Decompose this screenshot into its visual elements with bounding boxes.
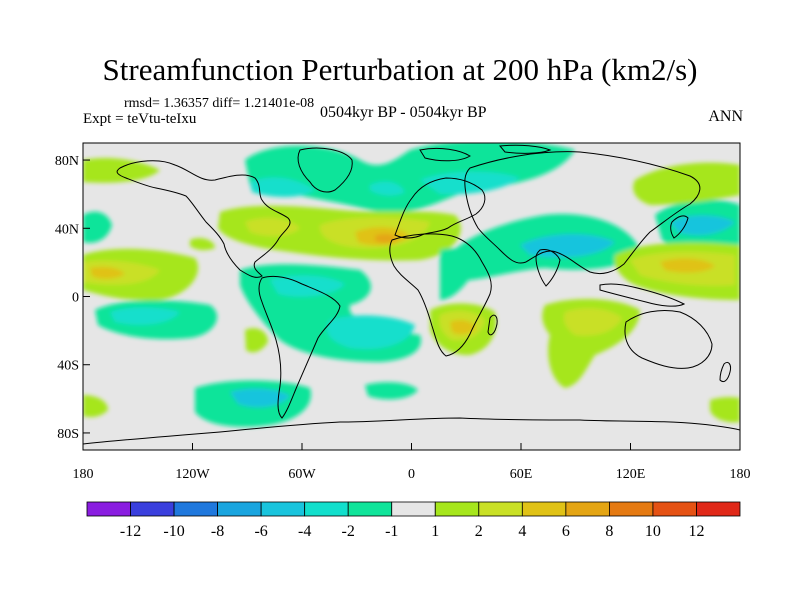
colorbar-swatch [217,501,262,517]
india-outline [535,249,561,287]
colorbar-swatch [521,501,567,517]
antarctica-outline [83,417,740,445]
colorbar-label: 10 [645,523,661,540]
x-tick-label: 120W [175,467,210,482]
north-pacific-cyan-core [670,215,735,236]
colorbar-label: -8 [211,523,224,540]
x-tick-label: 180 [730,467,751,482]
x-tick-label: 120E [616,467,646,482]
colorbar-label: 8 [605,523,613,540]
y-tick-label: 80S [57,427,79,442]
colorbar-swatch [391,501,436,517]
colorbar-label: 1 [431,523,439,540]
south-atlantic-cyan-core [326,315,415,350]
indonesia-outline [599,283,686,307]
north-america-west-positive [83,158,160,183]
south-indian-negative-small [365,382,418,400]
colorbar-swatch [478,501,523,517]
arctic-islands-outline [419,144,552,162]
madagascar-outline [487,314,498,336]
south-pacific-positive-right [710,397,740,423]
indian-ocean-negative-band [440,248,478,300]
west-pacific-orange-core [660,258,715,273]
colorbar-label: -6 [254,523,267,540]
axis-ticks: 180 120W 60W 0 60E 120E 180 80N 40N 0 40S 80S [55,154,751,482]
colorbar-swatch [652,501,697,517]
south-america-outline [258,275,341,419]
asia-cyan-core [520,234,615,258]
north-america-outline [116,160,291,278]
south-atlantic-positive-small [245,328,268,353]
north-america-positive-core [245,217,300,237]
x-tick-label: 60E [510,467,533,482]
africa-outline [389,233,492,357]
stats-label: rmsd= 1.36357 diff= 1.21401e-08 [124,96,315,111]
colorbar-swatch [609,501,654,517]
india-ocean-green-band [190,237,215,251]
asia-outline [464,151,701,275]
y-tick-label: 80N [55,154,79,169]
west-pacific-negative-region [83,211,112,243]
japan-outline [670,215,689,239]
central-pacific-orange-core [90,266,125,279]
colorbar-swatch [173,501,218,517]
south-pacific-cyan-core [110,307,180,325]
colorbar-label: -1 [385,523,398,540]
experiment-label: Expt = teVtu-teIxu [83,111,197,127]
new-zealand-outline [719,361,731,383]
x-tick-label: 60W [288,467,316,482]
colorbar-label: 2 [475,523,483,540]
colorbar-label: -4 [298,523,311,540]
colorbar-swatch [86,501,131,517]
greenland-outline [297,147,353,193]
southern-ocean-cyan-core [230,388,290,408]
colorbar-swatch [565,501,610,517]
atlantic-deep-core [375,233,398,243]
colorbar-label: 12 [688,523,704,540]
colorbar-swatch [434,501,480,517]
chart-title: Streamfunction Perturbation at 200 hPa (… [102,52,698,87]
colorbar-swatch [130,501,175,517]
x-tick-label: 0 [408,467,415,482]
north-atlantic-cyan-core [250,177,315,197]
colorbar-label: -12 [120,523,141,540]
colorbar-swatch [347,501,393,517]
australia-outline [624,309,713,369]
y-tick-label: 40S [57,359,79,374]
map-area [83,143,740,450]
south-pacific-positive-left [83,395,108,418]
colorbar: -12 -10 -8 -6 -4 -2 -1 1 2 4 6 8 10 12 [86,501,741,540]
colorbar-swatch [696,501,741,517]
colorbar-label: -2 [342,523,355,540]
y-tick-label: 40N [55,222,79,237]
colorbar-label: -10 [163,523,184,540]
colorbar-label: 4 [518,523,526,540]
arctic-atlantic-negative-region [245,143,575,213]
colorbar-swatch [260,501,306,517]
contour-fields [83,143,740,427]
coastlines [83,144,740,445]
x-tick-label: 180 [73,467,94,482]
indian-ocean-positive-core [563,308,622,336]
colorbar-label: 6 [562,523,570,540]
center-label: 0504kyr BP - 0504kyr BP [320,104,487,121]
season-label: ANN [708,108,743,125]
north-pacific-positive-region [633,162,740,205]
colorbar-swatch [304,501,349,517]
greenland-cyan-core [370,181,405,196]
south-africa-orange-core [450,320,476,335]
y-tick-label: 0 [72,291,79,306]
